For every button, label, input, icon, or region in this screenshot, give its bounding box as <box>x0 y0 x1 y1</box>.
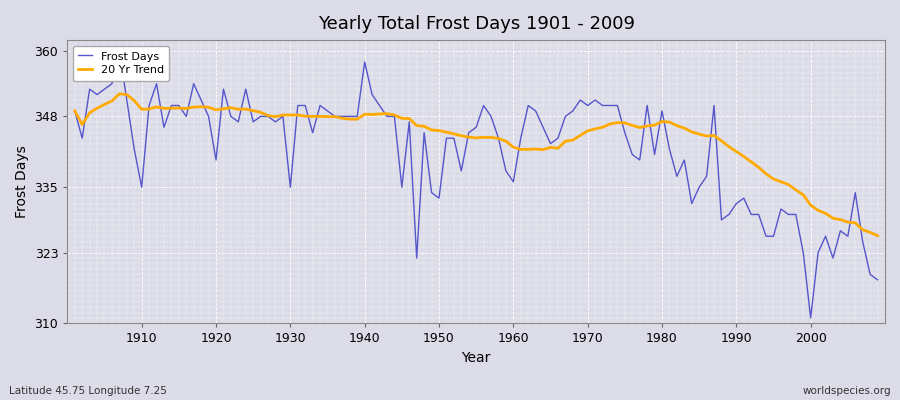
Frost Days <box>345 114 356 119</box>
Title: Yearly Total Frost Days 1901 - 2009: Yearly Total Frost Days 1901 - 2009 <box>318 15 634 33</box>
Frost Days <box>136 185 147 190</box>
20 Yr Trend <box>516 147 526 152</box>
X-axis label: Year: Year <box>462 351 490 365</box>
Frost Days <box>872 278 883 282</box>
20 Yr Trend <box>345 117 356 122</box>
20 Yr Trend <box>300 114 310 118</box>
Frost Days <box>516 136 526 140</box>
Y-axis label: Frost Days: Frost Days <box>15 145 29 218</box>
Frost Days <box>806 316 816 320</box>
Text: Latitude 45.75 Longitude 7.25: Latitude 45.75 Longitude 7.25 <box>9 386 166 396</box>
20 Yr Trend <box>114 92 125 96</box>
20 Yr Trend <box>136 107 147 112</box>
20 Yr Trend <box>508 145 518 150</box>
Frost Days <box>605 103 616 108</box>
20 Yr Trend <box>872 233 883 238</box>
Frost Days <box>69 108 80 113</box>
Frost Days <box>300 103 310 108</box>
Text: worldspecies.org: worldspecies.org <box>803 386 891 396</box>
Legend: Frost Days, 20 Yr Trend: Frost Days, 20 Yr Trend <box>73 46 169 81</box>
20 Yr Trend <box>69 108 80 113</box>
Line: Frost Days: Frost Days <box>75 51 878 318</box>
20 Yr Trend <box>605 122 616 126</box>
Frost Days <box>114 49 125 54</box>
Frost Days <box>508 179 518 184</box>
Line: 20 Yr Trend: 20 Yr Trend <box>75 94 878 236</box>
